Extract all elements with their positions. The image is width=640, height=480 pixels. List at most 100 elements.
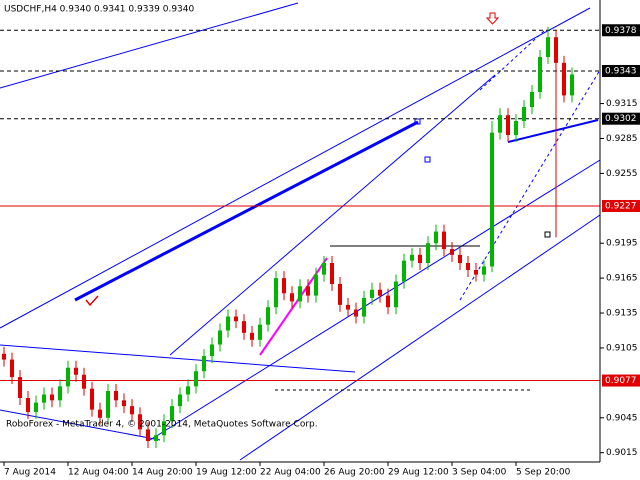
x-tick-label: 29 Aug 12:00 (388, 468, 449, 478)
candle-body (210, 344, 214, 357)
candle-body (178, 394, 182, 407)
candle-body (58, 386, 62, 401)
plot (0, 26, 600, 449)
level-label: 0.9302 (605, 114, 637, 124)
x-tick-label: 5 Sep 20:00 (516, 468, 571, 478)
candle-body (490, 132, 494, 267)
trend-line (149, 159, 601, 441)
candle-body (106, 391, 110, 418)
level-label: 0.9343 (605, 66, 637, 76)
candle-body (138, 414, 142, 430)
candle-body (538, 57, 542, 92)
candle-body (162, 421, 166, 436)
candle-body (402, 260, 406, 282)
candle-body (418, 254, 422, 264)
trend-line (0, 2, 299, 89)
candle-body (442, 231, 446, 250)
candle-body (482, 266, 486, 275)
candle-body (554, 37, 558, 63)
x-tick-label: 22 Aug 04:00 (260, 468, 321, 478)
candle-body (26, 397, 30, 412)
candle-body (18, 377, 22, 398)
trend-line (0, 7, 591, 329)
candle-body (154, 435, 158, 442)
level-label-box (602, 64, 640, 77)
candle-body (50, 394, 54, 401)
level-label-box (602, 24, 640, 37)
y-tick-label: 0.9195 (606, 239, 638, 249)
trend-line (507, 119, 599, 143)
candle-body (354, 309, 358, 317)
candle-body (378, 289, 382, 296)
trend-line (0, 409, 161, 441)
candle-body (386, 295, 390, 308)
candle-body (314, 274, 318, 296)
x-tick-label: 12 Aug 04:00 (68, 468, 129, 478)
candle-body (306, 286, 310, 296)
marker (544, 231, 551, 238)
candle-body (322, 263, 326, 275)
candle-body (562, 62, 566, 96)
x-tick-label: 3 Sep 04:00 (452, 468, 507, 478)
candle-body (90, 388, 94, 410)
candle-body (194, 371, 198, 387)
candle-body (74, 367, 78, 375)
candle-body (202, 356, 206, 372)
x-tick-label: 14 Aug 20:00 (132, 468, 193, 478)
candle-body (298, 286, 302, 302)
candle-body (218, 330, 222, 345)
chart-title: USDCHF,H4 0.9340 0.9341 0.9339 0.9340 (4, 5, 194, 15)
y-tick-label: 0.9135 (606, 309, 638, 319)
level-label: 0.9077 (605, 376, 637, 386)
candle-body (330, 263, 334, 284)
candle-body (242, 321, 246, 333)
candle-body (362, 297, 366, 317)
candle-body (474, 269, 478, 275)
candle-body (122, 400, 126, 407)
candle-body (546, 37, 550, 58)
candle-body (370, 289, 374, 298)
trend-line (0, 344, 356, 373)
level-label-box (602, 199, 640, 212)
candle-body (114, 391, 118, 401)
check-mark (85, 295, 99, 307)
candle-body (426, 243, 430, 264)
candle-body (42, 394, 46, 403)
candle-body (66, 367, 70, 387)
y-tick-label: 0.9315 (606, 99, 638, 109)
down-arrow (485, 12, 500, 25)
trend-line (459, 69, 601, 301)
candle-body (346, 304, 350, 310)
y-tick-label: 0.9165 (606, 274, 638, 284)
candle-body (530, 91, 534, 108)
candle-body (250, 332, 254, 340)
candle-body (146, 429, 150, 442)
trend-line (239, 214, 601, 461)
candle-body (514, 121, 518, 135)
x-tick-label: 19 Aug 12:00 (196, 468, 257, 478)
candle-body (258, 324, 262, 340)
trend-line (479, 29, 546, 91)
candle-body (290, 293, 294, 302)
candle-body (570, 74, 574, 96)
candle-body (170, 406, 174, 422)
candle-body (450, 249, 454, 255)
level-label-box (602, 374, 640, 387)
candle-body (130, 406, 134, 415)
marker (414, 118, 421, 125)
x-tick-label: 26 Aug 20:00 (324, 468, 385, 478)
candle-body (394, 281, 398, 308)
candle-body (82, 374, 86, 389)
y-tick-label: 0.9255 (606, 169, 638, 179)
candle-body (2, 353, 6, 360)
candle-body (226, 316, 230, 331)
marker (424, 156, 431, 163)
candle-body (186, 386, 190, 395)
candle-body (282, 278, 286, 294)
candle-body (10, 359, 14, 378)
footer: RoboForex - MetaTrader 4, © 2001-2014, M… (6, 420, 318, 430)
trend-line (169, 74, 496, 356)
candle-body (410, 254, 414, 261)
